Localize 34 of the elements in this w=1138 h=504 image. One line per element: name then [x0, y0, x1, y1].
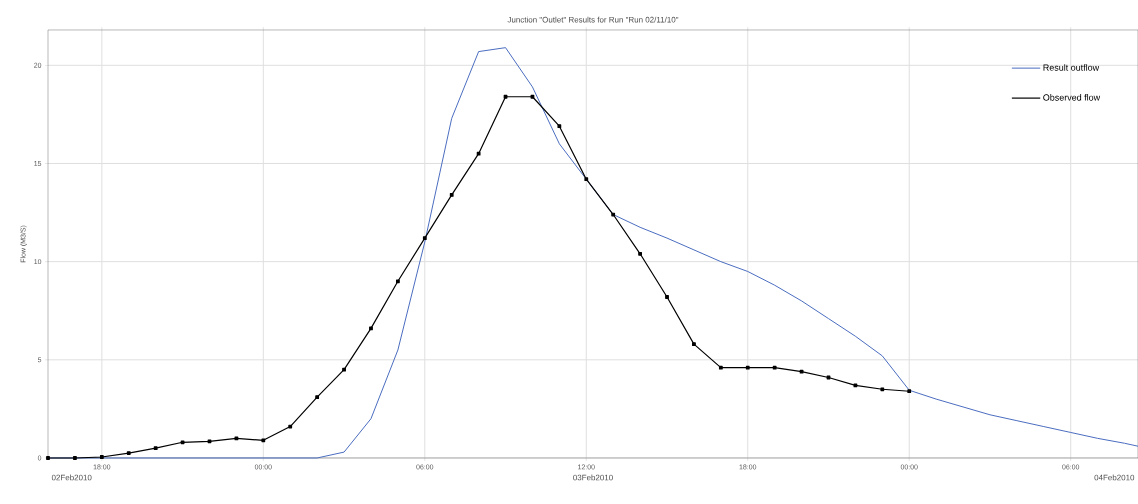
point	[611, 212, 616, 217]
point	[503, 94, 508, 99]
point	[46, 456, 50, 460]
point	[342, 367, 346, 372]
point	[557, 124, 562, 129]
point	[261, 438, 266, 443]
point	[395, 279, 400, 284]
point	[315, 395, 320, 400]
point	[422, 236, 427, 240]
point	[99, 455, 104, 459]
point	[638, 251, 642, 256]
point	[153, 446, 158, 451]
point	[692, 342, 696, 347]
point	[530, 94, 535, 99]
point	[126, 451, 131, 455]
point	[234, 436, 239, 441]
point	[718, 365, 723, 370]
point	[772, 365, 777, 370]
point	[665, 295, 669, 299]
point	[180, 440, 185, 445]
point	[799, 369, 804, 374]
point	[880, 387, 885, 392]
legend-label: Observed flow	[1043, 94, 1101, 101]
point	[907, 389, 912, 394]
point	[288, 424, 293, 429]
point	[476, 151, 481, 156]
point	[73, 456, 77, 460]
point	[369, 326, 373, 331]
point	[584, 177, 589, 182]
point	[449, 193, 454, 197]
point	[745, 365, 750, 370]
point	[207, 439, 212, 444]
legend-label: Result outflow	[1043, 64, 1100, 71]
point	[853, 383, 858, 388]
